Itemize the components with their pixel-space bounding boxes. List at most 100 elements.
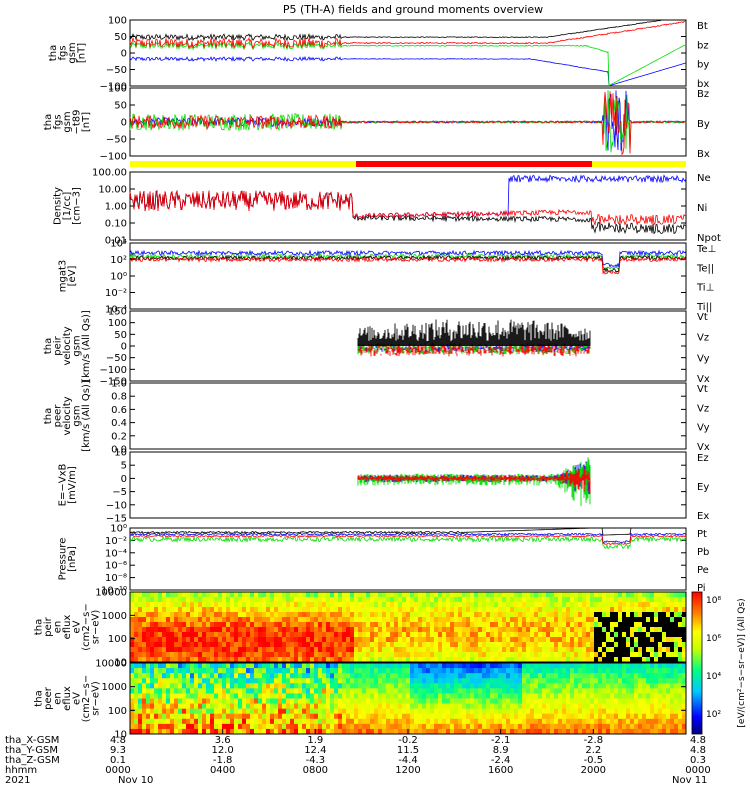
spectrogram-cell: [450, 612, 455, 618]
spectrogram-cell: [414, 607, 419, 613]
spectrogram-cell: [498, 632, 503, 638]
spectrogram-cell: [346, 592, 351, 598]
spectrogram-cell: [590, 632, 595, 638]
ytick-label: 100: [108, 84, 127, 95]
spectrogram-cell: [566, 602, 571, 608]
spectrogram-cell: [374, 652, 379, 658]
spectrogram-cell: [238, 637, 243, 643]
spectrogram-cell: [578, 597, 583, 603]
spectrogram-cell: [450, 673, 455, 679]
ylabel-line: eflux: [62, 615, 73, 640]
spectrogram-cell: [398, 703, 403, 710]
spectrogram-cell: [390, 622, 395, 628]
spectrogram-cell: [278, 693, 283, 699]
spectrogram-cell: [202, 663, 207, 669]
spectrogram-cell: [182, 637, 187, 643]
spectrogram-cell: [158, 713, 163, 720]
spectrogram-cell: [590, 637, 595, 643]
spectrogram-cell: [234, 718, 239, 725]
spectrogram-cell: [402, 652, 407, 658]
spectrogram-cell: [350, 597, 355, 603]
spectrogram-cell: [282, 728, 287, 735]
spectrogram-cell: [234, 678, 239, 684]
spectrogram-cell: [330, 622, 335, 628]
spectrogram-cell: [146, 693, 151, 699]
spectrogram-cell: [330, 612, 335, 618]
spectrogram-cell: [162, 622, 167, 628]
spectrogram-cell: [426, 678, 431, 684]
spectrogram-cell: [554, 617, 559, 623]
spectrogram-cell: [178, 728, 183, 735]
spectrogram-cell: [438, 678, 443, 684]
spectrogram-cell: [266, 627, 271, 633]
spectrogram-cell: [154, 718, 159, 725]
trace-line: [129, 535, 687, 551]
spectrogram-cell: [498, 642, 503, 648]
spectrogram-cell: [198, 668, 203, 674]
spectrogram-cell: [186, 688, 191, 694]
spectrogram-cell: [382, 607, 387, 613]
spectrogram-cell: [502, 622, 507, 628]
spectrogram-cell: [142, 718, 147, 725]
panel-yticks: 1.00.80.60.40.20.0: [111, 379, 686, 456]
spectrogram-cell: [418, 647, 423, 653]
spectrogram-cell: [594, 632, 599, 638]
spectrogram-cell: [446, 592, 451, 598]
spectrogram-cell: [222, 617, 227, 623]
spectrogram-cell: [354, 652, 359, 658]
spectrogram-cell: [370, 652, 375, 658]
spectrogram-cell: [174, 688, 179, 694]
spectrogram-cell: [298, 617, 303, 623]
spectrogram-cell: [410, 607, 415, 613]
spectrogram-cell: [130, 683, 135, 689]
spectrogram-cell: [594, 592, 599, 598]
spectrogram-cell: [314, 607, 319, 613]
spectrogram-cell: [666, 602, 671, 608]
spectrogram-cell: [226, 627, 231, 633]
spectrogram-cell: [678, 637, 683, 643]
spectrogram-cell: [366, 597, 371, 603]
spectrogram-cell: [414, 657, 419, 663]
spectrogram-cell: [674, 597, 679, 603]
spectrogram-cell: [170, 678, 175, 684]
spectrogram-cell: [278, 627, 283, 633]
spectrogram-cell: [422, 678, 427, 684]
spectrogram-cell: [442, 688, 447, 694]
spectrogram-cell: [210, 718, 215, 725]
spectrogram-cell: [294, 622, 299, 628]
spectrogram-cell: [366, 698, 371, 705]
spectrogram-cell: [146, 657, 151, 663]
spectrogram-cell: [230, 698, 235, 705]
spectrogram-cell: [158, 708, 163, 715]
spectrogram-cell: [682, 602, 687, 608]
spectrogram-cell: [386, 663, 391, 669]
spectrogram-cell: [662, 602, 667, 608]
spectrogram-cell: [246, 703, 251, 710]
spectrogram-cell: [438, 683, 443, 689]
spectrogram-cell: [586, 627, 591, 633]
spectrogram-cell: [290, 663, 295, 669]
spectrogram-cell: [422, 607, 427, 613]
spectrogram-cell: [342, 637, 347, 643]
spectrogram-cell: [354, 597, 359, 603]
spectrogram-cell: [178, 693, 183, 699]
spectrogram-cell: [562, 597, 567, 603]
spectrogram-cell: [562, 632, 567, 638]
spectrogram-cell: [478, 632, 483, 638]
spectrogram-cell: [214, 592, 219, 598]
spectrogram-cell: [190, 622, 195, 628]
spectrogram-cell: [326, 663, 331, 669]
spectrogram-cell: [438, 693, 443, 699]
spectrogram-cell: [314, 627, 319, 633]
spectrogram-cell: [346, 652, 351, 658]
spectrogram-cell: [318, 708, 323, 715]
spectrogram-cell: [574, 652, 579, 658]
spectrogram-cell: [342, 718, 347, 725]
spectrogram-cell: [378, 663, 383, 669]
spectrogram-cell: [414, 718, 419, 725]
spectrogram-cell: [354, 627, 359, 633]
spectrogram-cell: [338, 728, 343, 735]
spectrogram-cell: [478, 627, 483, 633]
spectrogram-cell: [214, 612, 219, 618]
